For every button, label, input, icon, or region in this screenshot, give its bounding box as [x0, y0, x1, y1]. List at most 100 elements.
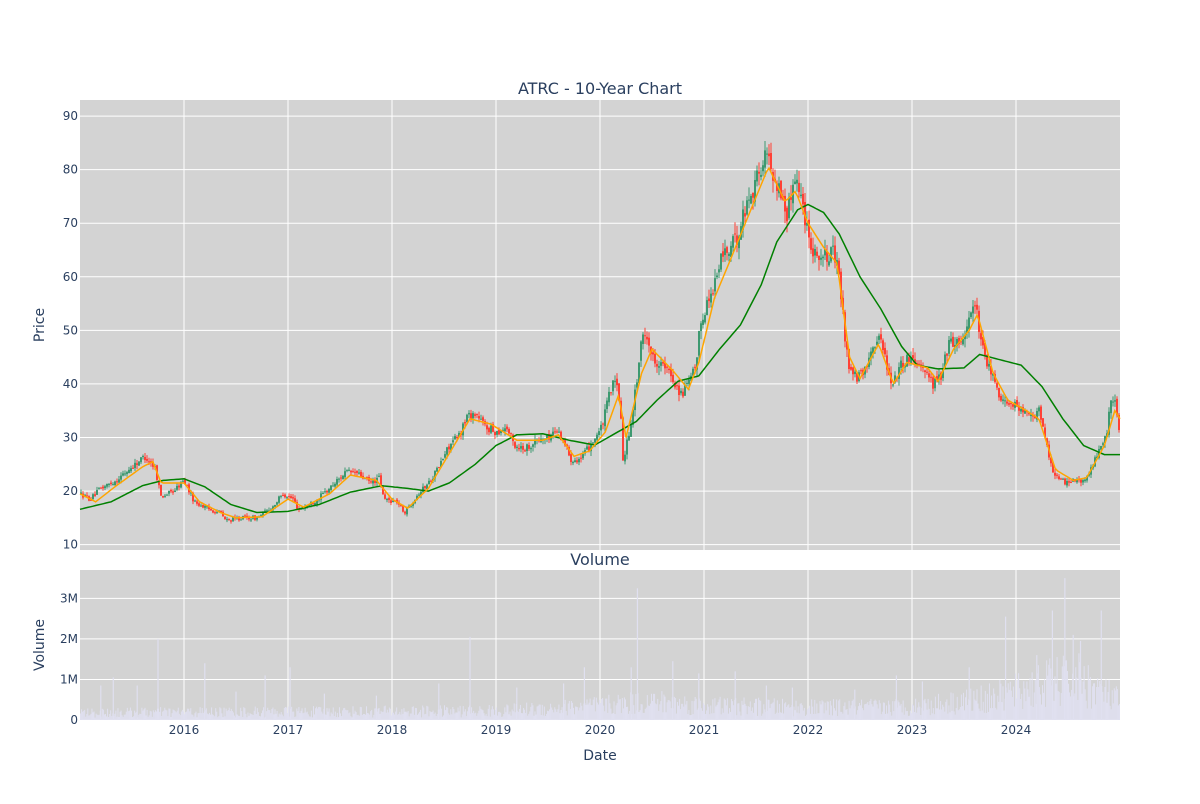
price-candle-body — [610, 392, 612, 394]
price-candle-body — [826, 251, 828, 262]
price-candle-body — [824, 248, 826, 256]
price-candle-body — [374, 479, 376, 483]
price-candle-body — [846, 341, 848, 350]
price-candle-body — [262, 512, 264, 516]
price-candle-body — [358, 472, 360, 474]
price-candle-body — [776, 183, 778, 191]
price-candle-body — [440, 461, 442, 468]
price-candle-body — [682, 391, 684, 397]
price-candle-body — [784, 195, 786, 212]
price-candle-body — [726, 247, 728, 253]
price-candle-body — [240, 519, 242, 521]
price-candle-body — [572, 461, 574, 464]
price-candle-body — [990, 365, 992, 375]
price-candle-body — [340, 477, 342, 479]
price-candle-body — [148, 461, 150, 463]
price-candle-body — [420, 491, 422, 496]
price-candle-body — [972, 306, 974, 314]
price-candle-body — [1020, 408, 1022, 412]
price-candle-body — [456, 436, 458, 438]
price-candle-body — [430, 480, 432, 482]
price-candle-body — [678, 385, 680, 396]
price-candle-body — [722, 251, 724, 257]
price-candle-body — [736, 235, 738, 245]
price-candle-body — [176, 485, 178, 490]
price-candle-body — [1004, 400, 1006, 402]
price-candle-body — [928, 373, 930, 378]
price-candle-body — [748, 199, 750, 201]
price-candle-body — [646, 336, 648, 340]
price-candle-body — [1028, 413, 1030, 415]
price-candle-body — [334, 483, 336, 487]
price-candle-body — [366, 476, 368, 478]
price-tick-label: 60 — [63, 270, 78, 284]
price-candle-body — [906, 355, 908, 367]
price-candle-body — [686, 382, 688, 384]
x-tick-label: 2024 — [1001, 723, 1032, 737]
price-candle-body — [754, 180, 756, 202]
price-candle-body — [660, 362, 662, 366]
price-candle-body — [708, 298, 710, 302]
price-candle-body — [348, 469, 350, 471]
price-candle-body — [724, 248, 726, 256]
chart-title: ATRC - 10-Year Chart — [518, 79, 682, 98]
price-candle-body — [140, 457, 142, 463]
price-candle-body — [352, 471, 354, 473]
price-candle-body — [1060, 478, 1062, 480]
price-candle-body — [142, 455, 144, 457]
price-candle-body — [508, 428, 510, 434]
price-candle-body — [966, 326, 968, 333]
price-candle-body — [1062, 478, 1064, 480]
price-candle-body — [474, 414, 476, 416]
price-candle-body — [592, 442, 594, 444]
price-candle-body — [870, 351, 872, 359]
price-candle-body — [700, 323, 702, 331]
price-candle-body — [520, 446, 522, 449]
price-candle-body — [160, 484, 162, 496]
price-candle-body — [1038, 407, 1040, 412]
price-candle-body — [828, 261, 830, 266]
price-candle-body — [100, 487, 102, 489]
price-candle-body — [274, 504, 276, 507]
price-candle-body — [1052, 462, 1054, 473]
price-candle-body — [728, 253, 730, 256]
price-candle-body — [560, 431, 562, 441]
price-candle-body — [950, 338, 952, 342]
price-candle-body — [762, 165, 764, 172]
price-candle-body — [172, 491, 174, 493]
price-candle-body — [710, 293, 712, 303]
price-candle-body — [350, 470, 352, 473]
price-candle-body — [506, 426, 508, 430]
price-candle-body — [400, 504, 402, 506]
price-candle-body — [198, 503, 200, 506]
price-candle-body — [766, 153, 768, 155]
price-candle-body — [1050, 457, 1052, 464]
price-candle-body — [998, 388, 1000, 398]
price-candle-body — [822, 256, 824, 259]
volume-plot-area: 0 1M 2M 3M 2016 2017 2018 2019 2020 2021 2022 2023 2… — [60, 570, 1120, 737]
price-candle-body — [810, 238, 812, 250]
price-candle-body — [434, 470, 436, 479]
price-candle-body — [746, 200, 748, 215]
price-candle-body — [954, 344, 956, 348]
x-tick-label: 2019 — [481, 723, 512, 737]
price-candle-body — [144, 456, 146, 461]
price-candle-body — [984, 343, 986, 356]
price-candle-body — [952, 336, 954, 347]
price-candle-body — [960, 341, 962, 343]
ma-long-line — [79, 203, 1120, 514]
price-candle-body — [628, 435, 630, 441]
price-candle-body — [1016, 400, 1018, 407]
x-tick-label: 2017 — [273, 723, 304, 737]
x-tick-label: 2020 — [585, 723, 616, 737]
price-candle-body — [168, 490, 170, 494]
price-candle-body — [534, 439, 536, 445]
price-candle-body — [524, 450, 526, 452]
price-candle-body — [1108, 411, 1110, 435]
price-candle-body — [662, 361, 664, 364]
price-candle-body — [720, 253, 722, 270]
price-candle-body — [578, 458, 580, 463]
price-candle-body — [838, 260, 840, 275]
price-candle-body — [860, 370, 862, 372]
price-candle-body — [872, 347, 874, 354]
